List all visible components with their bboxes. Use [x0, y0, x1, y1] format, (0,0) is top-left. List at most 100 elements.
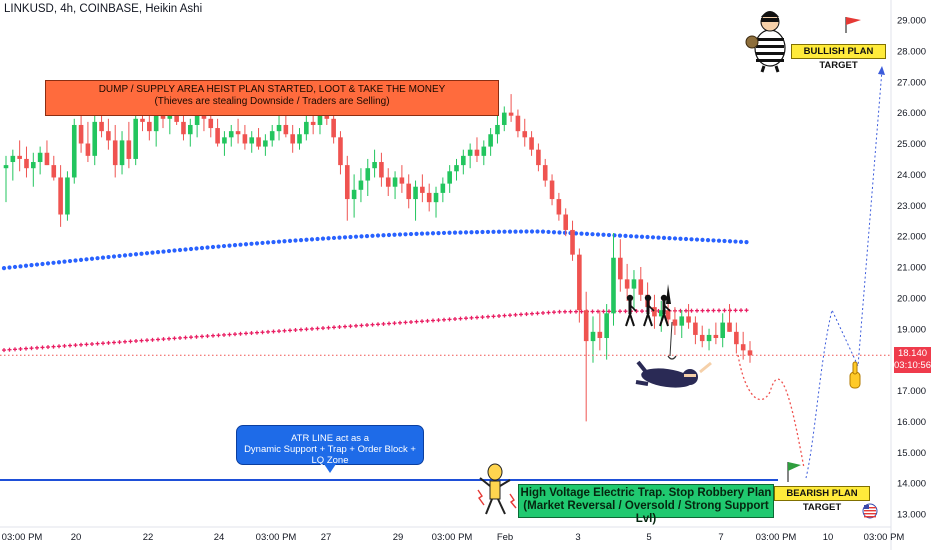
blue-ma-dot: [733, 239, 738, 244]
pink-ma-cross: [227, 332, 232, 337]
candle-down: [713, 322, 719, 345]
blue-ma-dot: [722, 238, 727, 244]
price-tick-label: 29.000: [897, 16, 926, 27]
time-tick-label: 03:00 PM: [2, 532, 43, 543]
pink-ma-cross: [530, 311, 534, 316]
blue-ma-dot: [375, 233, 381, 238]
blue-ma-dot: [606, 232, 612, 238]
blue-ma-dot: [260, 240, 265, 246]
blue-ma-dot: [309, 237, 315, 242]
blue-ma-dot: [738, 239, 744, 244]
pink-ma-cross: [453, 317, 457, 322]
pink-ma-cross: [409, 320, 413, 325]
pink-ma-cross: [640, 309, 644, 314]
thief-silhouettes-icon: [625, 284, 671, 327]
pink-ma-cross: [376, 322, 380, 327]
blue-ma-dot: [463, 230, 469, 235]
pink-ma-cross: [535, 311, 540, 316]
blue-ma-dot: [381, 233, 386, 238]
pink-ma-cross: [546, 310, 551, 315]
pink-ma-cross: [552, 310, 556, 315]
pink-ma-cross: [271, 329, 276, 334]
pink-ma-cross: [233, 332, 237, 337]
pink-ma-cross: [112, 340, 116, 345]
pink-ma-cross: [414, 319, 419, 324]
blue-ma-dot: [551, 230, 557, 235]
blue-ma-dot: [496, 229, 502, 234]
blue-ma-dot: [144, 251, 150, 256]
pink-ma-cross: [145, 338, 149, 343]
candle-down: [522, 118, 528, 147]
pink-ma-cross: [62, 343, 67, 348]
candle-down: [215, 118, 220, 147]
blue-ma-dot: [667, 236, 672, 241]
blue-ma-dot: [623, 233, 628, 238]
blue-ma-dot: [397, 232, 403, 237]
pink-ma-cross: [574, 309, 578, 314]
time-tick-label: 29: [393, 532, 404, 543]
candle-down: [529, 131, 534, 156]
blue-ma-dot: [469, 230, 474, 235]
blue-ma-dot: [590, 232, 595, 237]
time-axis[interactable]: 03:00 PM 20 22 24 03:00 PM 27 29 03:00 PM Feb 3 5 7…: [2, 532, 905, 543]
pink-ma-cross: [156, 337, 160, 342]
pink-ma-cross: [266, 329, 270, 334]
pink-ma-cross: [497, 313, 501, 318]
candle-up: [631, 270, 637, 311]
blue-ma-dot: [1, 266, 7, 271]
blue-ma-dot: [84, 257, 89, 262]
blue-ma-dot: [315, 236, 320, 242]
candle-down: [556, 192, 562, 221]
blue-ma-dot: [7, 265, 12, 270]
candle-down: [508, 94, 514, 122]
candle-up: [365, 158, 371, 196]
blue-ma-dot: [298, 237, 304, 243]
pink-ma-cross: [134, 338, 138, 343]
pink-ma-cross: [51, 344, 56, 349]
time-tick-label: 24: [214, 532, 225, 543]
candle-down: [126, 121, 132, 169]
blue-ma-dot: [89, 256, 95, 261]
pink-ma-cross: [464, 316, 468, 321]
pink-ma-cross: [706, 308, 710, 313]
candle-down: [51, 155, 57, 181]
atr-callout-line2: Dynamic Support + Trap + Order Block + L…: [244, 443, 416, 466]
pink-ma-cross: [700, 308, 705, 313]
blue-ma-dot: [452, 230, 458, 235]
blue-ma-dot: [650, 235, 656, 240]
pink-ma-cross: [480, 315, 485, 320]
dump-box-line1: DUMP / SUPPLY AREA HEIST PLAN STARTED, L…: [98, 84, 446, 95]
atr-callout-line1: ATR LINE act as a: [291, 433, 369, 444]
blue-ma-dot: [133, 252, 139, 257]
time-tick-label: Feb: [497, 532, 513, 543]
blue-ma-dot: [386, 232, 392, 238]
blue-ma-dot: [111, 254, 117, 259]
blue-ma-dot: [100, 255, 106, 260]
pink-ma-cross: [288, 328, 292, 333]
chart-header[interactable]: LINKUSD, 4h, COINBASE, Heikin Ashi: [4, 3, 203, 15]
pink-ma-cross: [442, 317, 446, 322]
blue-ma-dot: [584, 231, 590, 237]
pink-ma-cross: [744, 308, 749, 313]
candle-up: [269, 124, 275, 147]
blue-ma-dot: [271, 239, 276, 245]
candle-down: [283, 112, 289, 138]
blue-ma-dot: [199, 245, 205, 251]
blue-ma-dot: [23, 263, 29, 268]
blue-ma-dot: [155, 250, 161, 255]
electric-box-line2: (Market Reversal / Oversold / Strong Sup…: [523, 500, 769, 526]
candle-down: [344, 155, 350, 221]
blue-ma-dot: [348, 234, 353, 240]
candle-down: [542, 158, 548, 187]
price-tick-label: 16.000: [897, 417, 926, 428]
pink-ma-cross: [431, 318, 435, 323]
bullish-arrowhead: [878, 66, 885, 75]
blue-ma-dot: [507, 229, 513, 234]
skeleton-shock-icon: [477, 463, 517, 515]
candle-down: [699, 325, 705, 348]
pink-ma-cross: [469, 315, 474, 320]
pink-ma-cross: [519, 312, 523, 317]
blue-ma-dot: [502, 229, 507, 234]
pink-ma-cross: [513, 312, 518, 317]
blue-ma-dot: [727, 239, 733, 244]
